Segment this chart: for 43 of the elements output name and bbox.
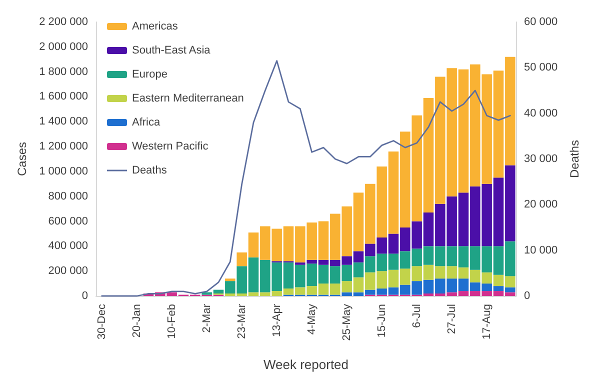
- y-tick-label: 600 000: [48, 215, 88, 228]
- y-tick-label: 800 000: [48, 190, 88, 202]
- legend-label: Africa: [132, 116, 161, 128]
- x-axis-title: Week reported: [263, 357, 349, 372]
- y-tick-label: 0: [82, 290, 88, 302]
- bar: [225, 278, 236, 282]
- x-tick-label: 23-Mar: [236, 304, 248, 339]
- x-tick-label: 13-Apr: [270, 304, 283, 338]
- line-series: [101, 60, 511, 297]
- legend-label: Eastern Mediterranean: [132, 92, 244, 104]
- x-tick-label: 20-Jan: [130, 304, 143, 338]
- x-tick-label: 2-Mar: [200, 304, 213, 333]
- y-tick-label: 1 800 000: [39, 66, 88, 78]
- legend-label: Americas: [132, 20, 178, 32]
- x-tick-label: 6-Jul: [410, 304, 423, 328]
- x-tick-label: 17-Aug: [480, 304, 493, 340]
- y-tick-label: 200 000: [48, 265, 88, 278]
- y-tick-label: 1 400 000: [39, 116, 88, 128]
- y-tick-label: 2 000 000: [39, 40, 88, 53]
- y2-axis-title: Deaths: [568, 140, 582, 178]
- y2-tick-label: 40 000: [524, 107, 558, 120]
- y2-tick-label: 20 000: [524, 198, 558, 211]
- y-tick-label: 2 200 000: [39, 16, 88, 28]
- x-tick-label: 10-Feb: [166, 304, 178, 339]
- y-tick-label: 1 000 000: [39, 165, 88, 178]
- legend-label: Europe: [132, 68, 168, 80]
- y-tick-label: 1 200 000: [39, 140, 88, 153]
- x-tick-label: 4-May: [306, 304, 318, 335]
- legend-label: Deaths: [132, 164, 168, 176]
- y2-tick-label: 60 000: [524, 16, 558, 28]
- legend-label: Western Pacific: [132, 140, 209, 152]
- y-tick-label: 400 000: [48, 240, 88, 252]
- y2-tick-label: 30 000: [524, 153, 558, 165]
- y2-tick-label: 0: [524, 290, 530, 302]
- x-tick-label: 27-Jul: [446, 304, 458, 334]
- y-axis-title: Cases: [15, 142, 30, 176]
- legend-label: South-East Asia: [132, 44, 212, 56]
- y2-tick-label: 10 000: [524, 244, 558, 256]
- x-tick-label: 25-May: [340, 304, 353, 341]
- y2-tick-label: 50 000: [524, 62, 558, 74]
- x-tick-label: 30-Dec: [96, 304, 108, 340]
- y-tick-label: 1 600 000: [39, 90, 88, 103]
- x-tick-label: 15-Jun: [376, 304, 388, 338]
